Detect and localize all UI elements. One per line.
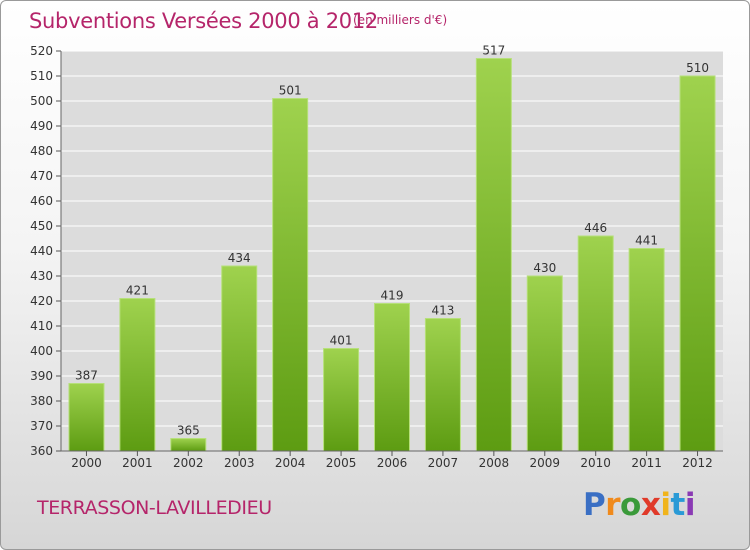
bars: 387 421 365 434 501 401 419 413 517 430 446 441 510 [68, 44, 716, 452]
x-tick-label: 2000 [71, 456, 102, 470]
logo-letter: r [605, 487, 621, 523]
data-label-2000: 387 [75, 369, 98, 383]
bar-2001 [119, 298, 156, 452]
logo-letter: x [640, 487, 661, 523]
x-tick-label: 2010 [580, 456, 611, 470]
data-label-2007: 413 [431, 304, 454, 318]
y-tick-label: 400 [30, 344, 53, 358]
y-tick-label: 510 [30, 69, 53, 83]
bar-2010 [577, 235, 614, 452]
y-tick-label: 500 [30, 94, 53, 108]
x-tick-label: 2008 [479, 456, 510, 470]
proxiti-logo: Proxiti [583, 487, 695, 523]
y-tick-label: 390 [30, 369, 53, 383]
logo-letter: i [684, 487, 696, 523]
data-label-2003: 434 [228, 251, 251, 265]
logo-letter: i [660, 487, 671, 523]
x-tick-label: 2009 [529, 456, 560, 470]
bar-2003 [221, 265, 258, 452]
data-label-2011: 441 [635, 234, 658, 248]
y-tick-label: 380 [30, 394, 53, 408]
bar-2011 [628, 248, 665, 452]
logo-letter: o [620, 487, 641, 523]
y-tick-label: 460 [30, 194, 53, 208]
y-tick-label: 360 [30, 444, 53, 458]
data-label-2010: 446 [584, 221, 607, 235]
bar-2000 [68, 383, 105, 452]
y-tick-label: 480 [30, 144, 53, 158]
y-tick-label: 490 [30, 119, 53, 133]
x-tick-label: 2006 [377, 456, 408, 470]
bar-2005 [323, 348, 360, 452]
data-label-2006: 419 [381, 289, 404, 303]
bar-2008 [475, 58, 512, 452]
x-tick-label: 2001 [122, 456, 153, 470]
data-label-2004: 501 [279, 84, 302, 98]
logo-letter: P [583, 487, 606, 523]
bar-2004 [272, 98, 309, 452]
bar-2007 [424, 318, 461, 452]
x-tick-label: 2003 [224, 456, 255, 470]
x-tick-label: 2011 [631, 456, 662, 470]
y-tick-label: 470 [30, 169, 53, 183]
chart-title: Subventions Versées 2000 à 2012 [29, 9, 378, 33]
y-tick-label: 430 [30, 269, 53, 283]
bar-2006 [374, 303, 410, 452]
place-name: TERRASSON-LAVILLEDIEU [37, 497, 272, 519]
data-label-2005: 401 [330, 334, 353, 348]
y-tick-label: 440 [30, 244, 53, 258]
logo-letter: t [670, 487, 685, 523]
y-tick-label: 450 [30, 219, 53, 233]
data-label-2001: 421 [126, 284, 149, 298]
bar-2012 [679, 75, 716, 452]
data-label-2002: 365 [177, 424, 200, 438]
y-tick-label: 410 [30, 319, 53, 333]
data-label-2009: 430 [533, 261, 556, 275]
y-axis: 360 370 380 390 400 410 420 430 440 450 460 470 480 4… [30, 44, 62, 458]
y-tick-label: 370 [30, 419, 53, 433]
bar-2002 [170, 438, 207, 452]
x-tick-label: 2005 [326, 456, 357, 470]
x-axis: 2000 2001 2002 2003 2004 2005 2006 2007 2008 2009… [61, 450, 723, 470]
y-tick-label: 520 [30, 44, 53, 58]
chart-subtitle: (en milliers d'€) [353, 13, 448, 27]
x-tick-label: 2002 [173, 456, 204, 470]
data-label-2012: 510 [686, 61, 709, 75]
data-label-2008: 517 [482, 44, 505, 58]
x-tick-label: 2007 [428, 456, 459, 470]
x-tick-label: 2004 [275, 456, 306, 470]
bar-2009 [526, 275, 563, 452]
y-tick-label: 420 [30, 294, 53, 308]
x-tick-label: 2012 [682, 456, 713, 470]
